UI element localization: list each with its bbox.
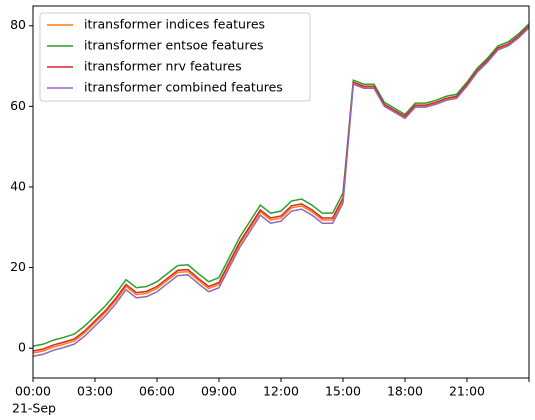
legend-label: itransformer nrv features [84,59,242,74]
series-line [32,26,530,354]
x-tick-label: 03:00 [77,384,113,399]
plot-frame [32,5,530,379]
y-tick-label: 0 [18,340,26,355]
x-tick-label: 09:00 [201,384,237,399]
legend-box [39,12,311,102]
y-tick-label: 20 [10,259,26,274]
legend-label: itransformer entsoe features [84,38,264,53]
series-line [32,25,530,352]
x-tick-label: 18:00 [387,384,423,399]
y-tick-label: 80 [10,17,26,32]
legend-label: itransformer combined features [84,80,283,95]
y-tick-label: 40 [10,178,26,193]
series-line [32,23,530,347]
x-tick-label: 21:00 [449,384,485,399]
series-line [32,27,530,357]
x-tick-label: 06:00 [139,384,175,399]
legend-label: itransformer indices features [84,17,265,32]
x-tick-label: 12:00 [263,384,299,399]
x-tick-label: 00:00 [15,384,51,399]
y-tick-label: 60 [10,98,26,113]
x-tick-label: 15:00 [325,384,361,399]
date-label: 21-Sep [12,401,56,416]
